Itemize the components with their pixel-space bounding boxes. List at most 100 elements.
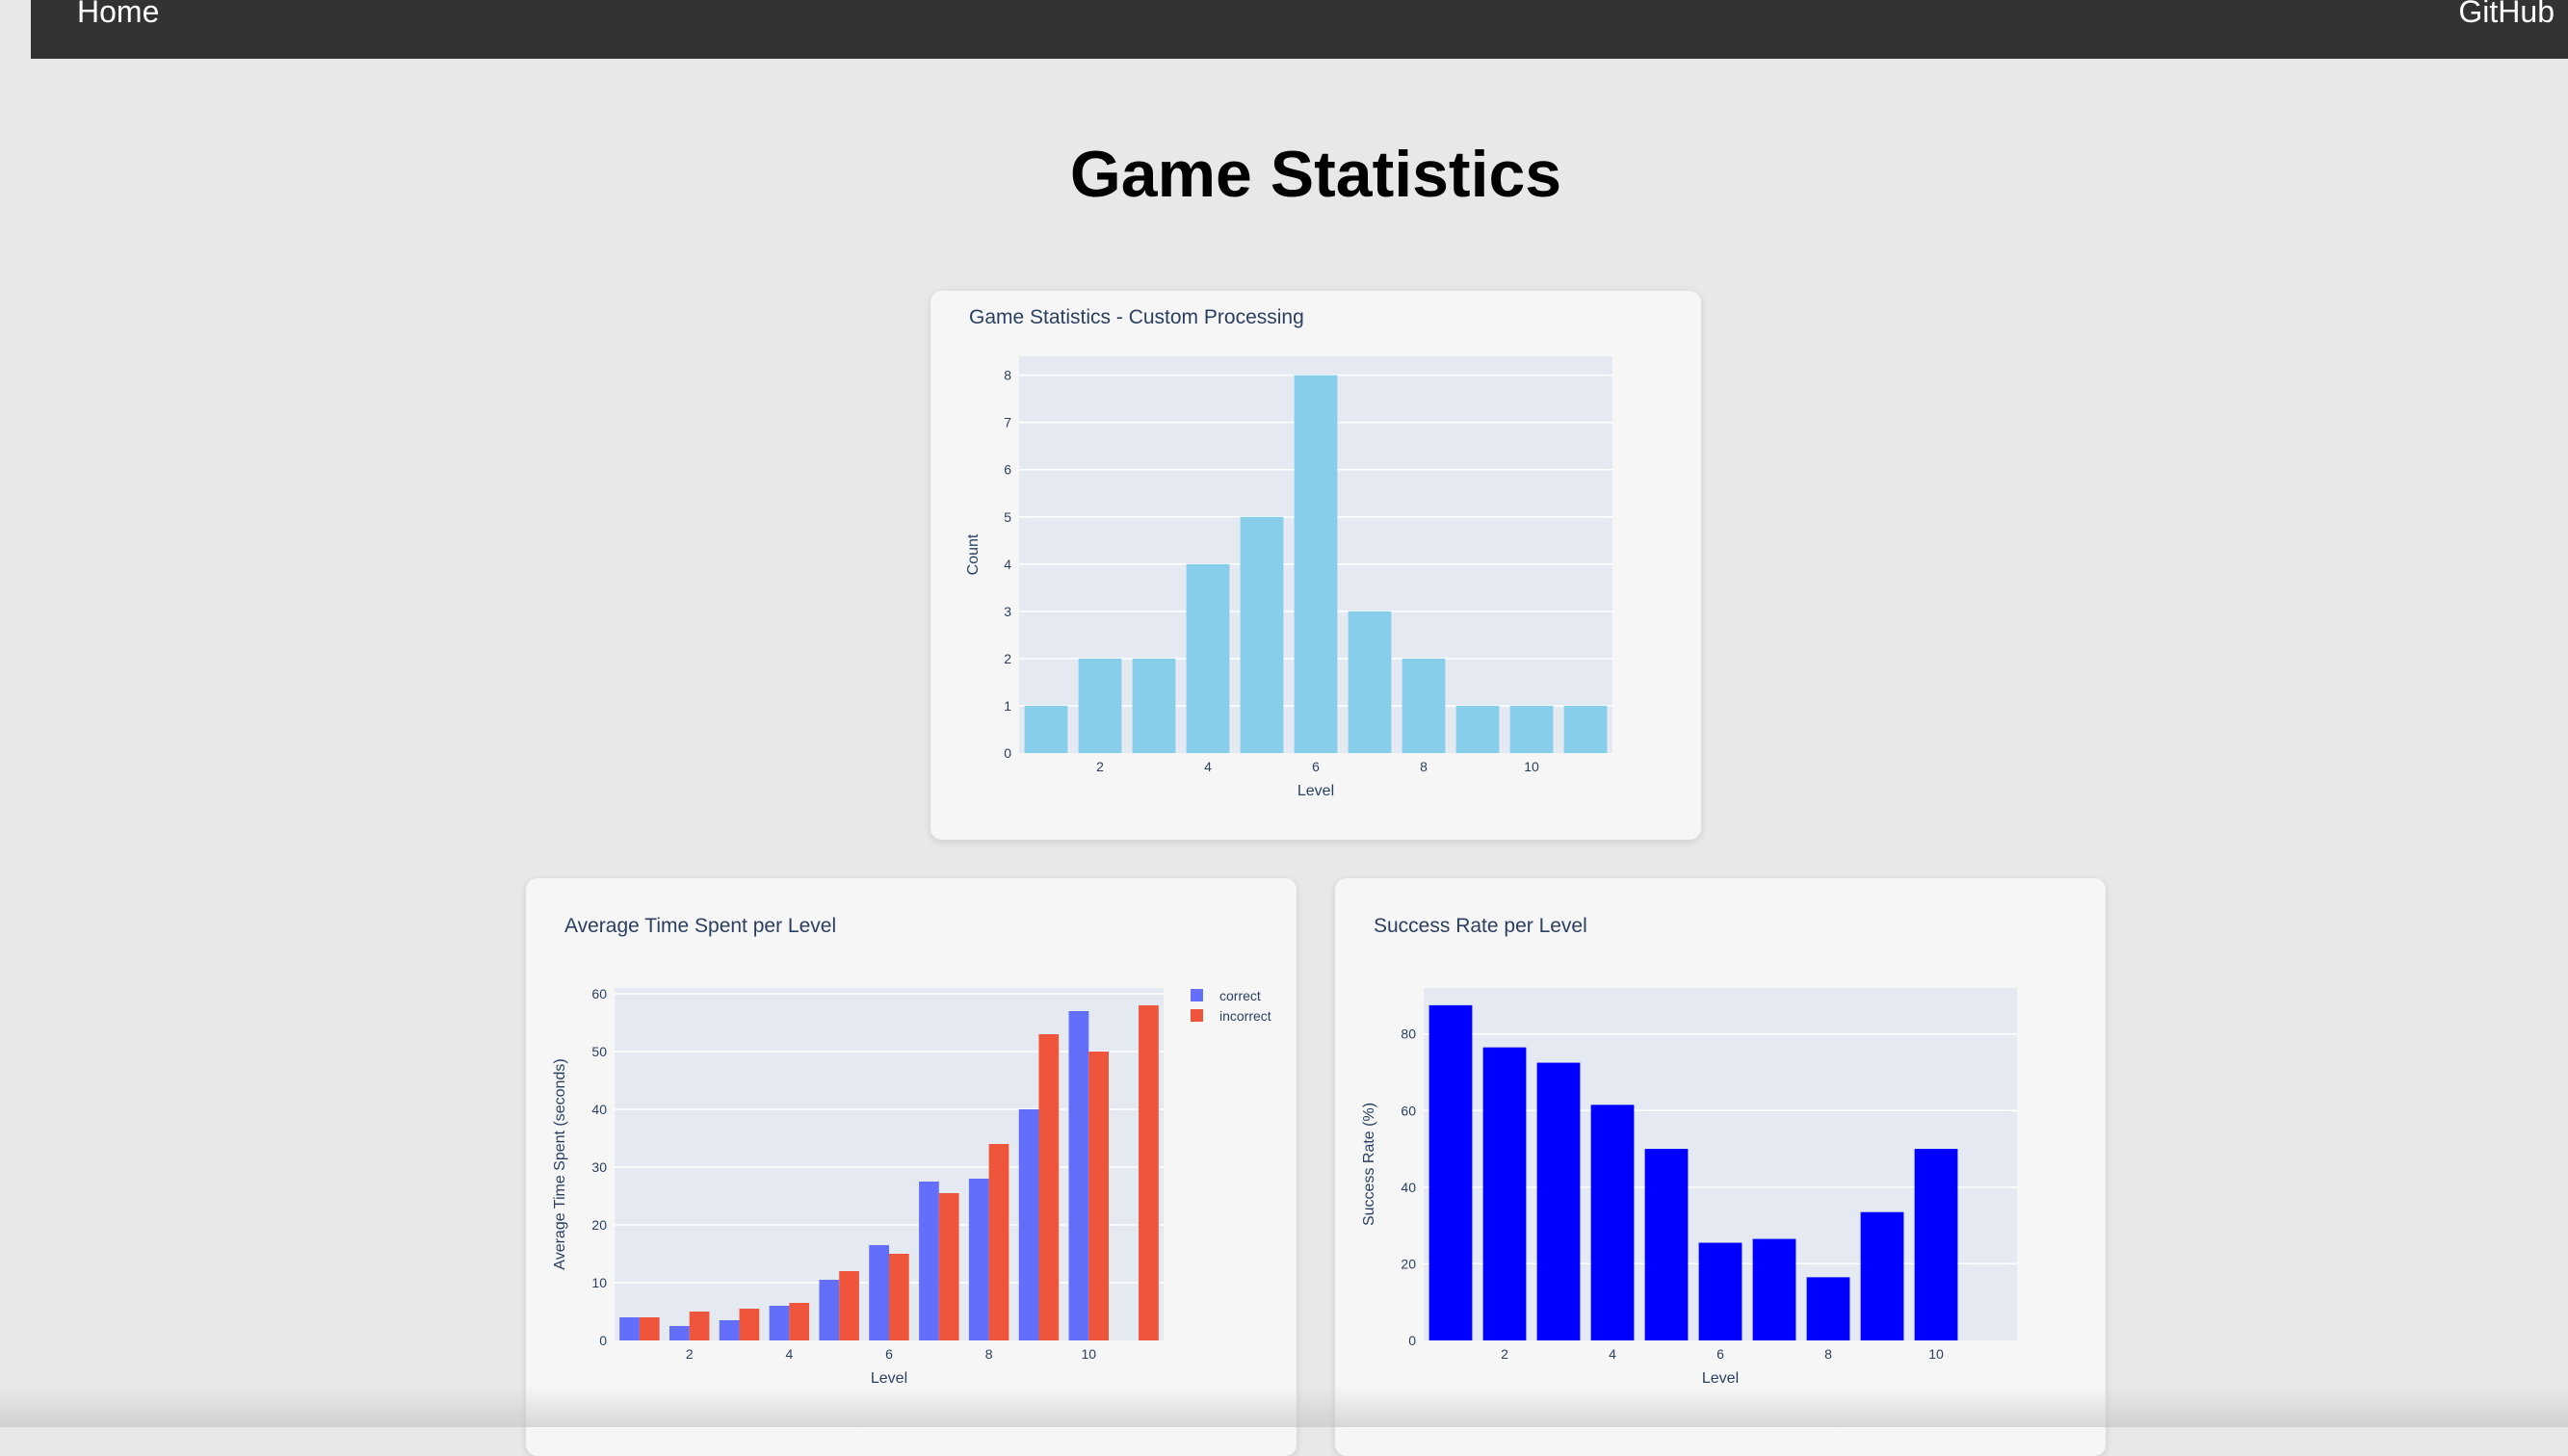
success-rate-xtick-label: 4 xyxy=(1609,1346,1616,1362)
avg-time-bar xyxy=(789,1303,810,1340)
success-rate-bar xyxy=(1860,1211,1904,1340)
success-rate-xtick-label: 8 xyxy=(1824,1346,1832,1362)
avg-time-bar xyxy=(769,1306,790,1340)
avg-time-ytick-label: 30 xyxy=(591,1159,607,1175)
avg-time-xtick-label: 10 xyxy=(1081,1346,1096,1362)
avg-time-bar xyxy=(839,1271,859,1340)
avg-time-bar xyxy=(1088,1052,1109,1340)
success-rate-bar xyxy=(1536,1062,1581,1340)
avg-time-bar xyxy=(1018,1109,1039,1340)
avg-time-xtick-label: 4 xyxy=(785,1346,793,1362)
avg-time-bar xyxy=(1068,1011,1089,1340)
avg-time-xtick-label: 8 xyxy=(985,1346,993,1362)
success-rate-bar xyxy=(1752,1238,1796,1340)
level-count-bar xyxy=(1455,705,1500,753)
success-rate-xlabel: Level xyxy=(1702,1370,1739,1387)
avg-time-bar xyxy=(938,1193,959,1340)
success-rate-bar xyxy=(1698,1242,1743,1340)
level-count-ytick-label: 8 xyxy=(1004,368,1011,383)
avg-time-svg: Average Time Spent per Level 0 10 20 30 40 50 6… xyxy=(552,915,1271,1387)
success-rate-ytick-label: 0 xyxy=(1408,1333,1416,1348)
level-count-ytick-label: 3 xyxy=(1004,604,1011,619)
avg-time-bar xyxy=(819,1280,840,1340)
success-rate-ytick-label: 80 xyxy=(1401,1027,1416,1042)
level-count-bar xyxy=(1186,563,1230,753)
level-count-xtick-label: 4 xyxy=(1204,759,1212,774)
avg-time-bar xyxy=(1038,1034,1060,1340)
avg-time-bar xyxy=(669,1326,690,1340)
avg-time-xtick-label: 6 xyxy=(885,1346,893,1362)
level-count-ytick-label: 6 xyxy=(1004,462,1011,478)
avg-time-bar xyxy=(719,1320,740,1340)
avg-time-ytick-label: 50 xyxy=(591,1044,607,1059)
success-rate-title: Success Rate per Level xyxy=(1374,915,1587,937)
avg-time-bar xyxy=(968,1179,989,1340)
level-count-xtick-label: 8 xyxy=(1420,759,1428,774)
level-count-ytick-label: 4 xyxy=(1004,557,1011,572)
level-count-bar xyxy=(1402,658,1446,753)
level-count-bar xyxy=(1024,705,1068,753)
success-rate-xtick-label: 10 xyxy=(1928,1346,1944,1362)
avg-time-bar xyxy=(739,1309,760,1340)
level-count-xlabel: Level xyxy=(1297,783,1334,799)
avg-time-legend-swatch[interactable] xyxy=(1191,1009,1203,1022)
avg-time-legend-label[interactable]: correct xyxy=(1219,988,1261,1003)
avg-time-bar xyxy=(869,1245,889,1340)
success-rate-bar xyxy=(1428,1004,1473,1340)
success-rate-bar xyxy=(1644,1149,1689,1340)
success-rate-bar xyxy=(1806,1277,1850,1340)
success-rate-ytick-label: 40 xyxy=(1401,1180,1416,1195)
level-count-chart-card: Game Statistics - Custom Processing 0 1 2 3 4… xyxy=(930,291,1701,840)
nav-home-link[interactable]: Home xyxy=(77,0,160,29)
level-count-xtick-label: 10 xyxy=(1524,759,1539,774)
level-count-ytick-label: 1 xyxy=(1004,698,1011,714)
level-count-ytick-label: 2 xyxy=(1004,651,1011,666)
level-count-bar xyxy=(1563,705,1608,753)
level-count-ytick-label: 0 xyxy=(1004,745,1011,761)
avg-time-bar xyxy=(919,1182,939,1340)
avg-time-ytick-label: 20 xyxy=(591,1217,607,1233)
avg-time-bar xyxy=(988,1144,1009,1340)
avg-time-bar xyxy=(619,1317,640,1340)
avg-time-legend-swatch[interactable] xyxy=(1191,989,1203,1001)
page-title: Game Statistics xyxy=(1069,138,1562,211)
success-rate-bar xyxy=(1914,1149,1958,1340)
level-count-ytick-label: 7 xyxy=(1004,415,1011,430)
level-count-ytick-label: 5 xyxy=(1004,509,1011,525)
success-rate-chart-card: Success Rate per Level 0 20 40 60 80 2 4 6 8 10 Lev… xyxy=(1335,878,2106,1456)
top-navbar: Home GitHub xyxy=(31,0,2568,59)
success-rate-ytick-label: 20 xyxy=(1401,1256,1416,1271)
level-count-bar xyxy=(1348,611,1392,753)
avg-time-xlabel: Level xyxy=(871,1370,907,1387)
avg-time-ytick-label: 60 xyxy=(591,986,607,1001)
avg-time-bar xyxy=(689,1312,710,1340)
level-count-ylabel: Count xyxy=(965,533,982,575)
avg-time-title: Average Time Spent per Level xyxy=(564,915,836,937)
success-rate-svg: Success Rate per Level 0 20 40 60 80 2 4 6 8 10 Lev… xyxy=(1361,915,2017,1387)
level-count-bar xyxy=(1240,516,1284,753)
success-rate-bar xyxy=(1590,1105,1635,1340)
avg-time-legend-label[interactable]: incorrect xyxy=(1219,1008,1271,1024)
avg-time-chart-card: Average Time Spent per Level 0 10 20 30 40 50 6… xyxy=(526,878,1297,1456)
avg-time-xtick-label: 2 xyxy=(686,1346,694,1362)
avg-time-ylabel: Average Time Spent (seconds) xyxy=(552,1058,568,1269)
nav-github-link[interactable]: GitHub xyxy=(2458,0,2555,29)
level-count-bar xyxy=(1509,705,1554,753)
avg-time-ytick-label: 10 xyxy=(591,1275,607,1290)
avg-time-bar xyxy=(1139,1005,1159,1340)
level-count-xtick-label: 2 xyxy=(1096,759,1104,774)
success-rate-bar xyxy=(1482,1047,1527,1340)
level-count-svg: Game Statistics - Custom Processing 0 1 2 3 4… xyxy=(965,306,1612,799)
avg-time-bar xyxy=(889,1254,909,1340)
success-rate-ylabel: Success Rate (%) xyxy=(1361,1103,1377,1226)
level-count-xtick-label: 6 xyxy=(1312,759,1320,774)
success-rate-ytick-label: 60 xyxy=(1401,1103,1416,1118)
success-rate-xtick-label: 6 xyxy=(1716,1346,1724,1362)
level-count-bar xyxy=(1132,658,1176,753)
success-rate-xtick-label: 2 xyxy=(1501,1346,1508,1362)
level-count-title: Game Statistics - Custom Processing xyxy=(969,306,1304,328)
avg-time-ytick-label: 0 xyxy=(599,1333,607,1348)
avg-time-bar xyxy=(639,1317,660,1340)
level-count-bar xyxy=(1078,658,1122,753)
level-count-bar xyxy=(1294,375,1338,753)
